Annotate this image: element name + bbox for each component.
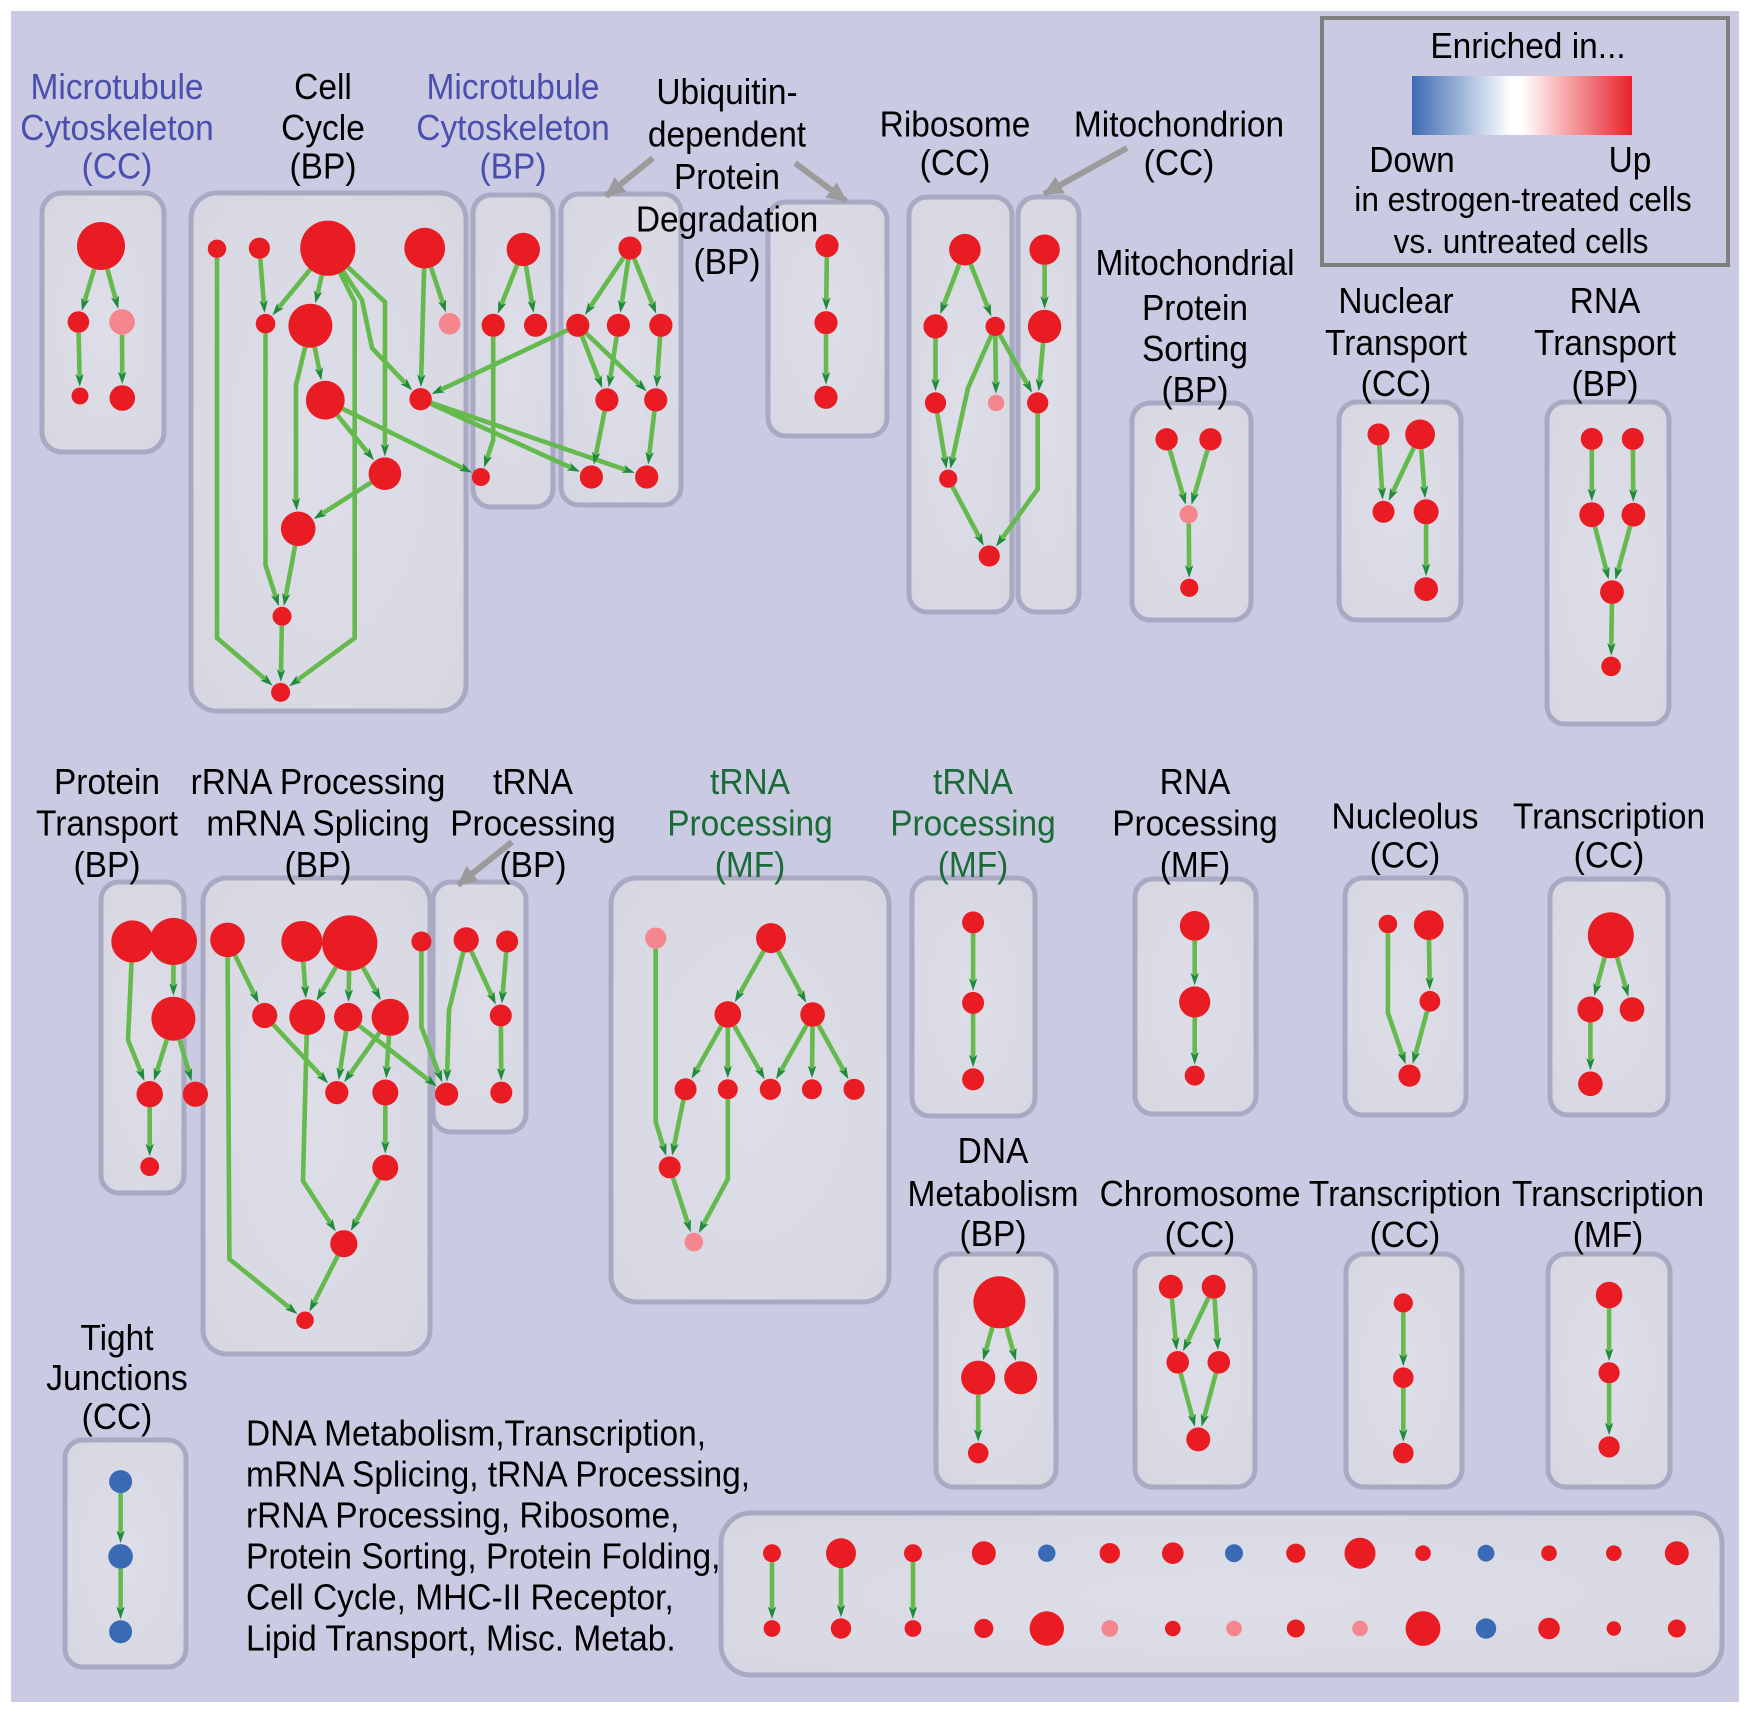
svg-text:Cell: Cell [294, 68, 352, 107]
svg-text:(BP): (BP) [960, 1215, 1027, 1254]
svg-text:Cytoskeleton: Cytoskeleton [416, 109, 609, 148]
svg-text:Protein Sorting, Protein Foldi: Protein Sorting, Protein Folding, [246, 1537, 720, 1576]
svg-text:Up: Up [1609, 141, 1652, 180]
svg-text:Cytoskeleton: Cytoskeleton [20, 109, 213, 148]
svg-text:Metabolism: Metabolism [907, 1175, 1078, 1214]
svg-text:Transcription: Transcription [1512, 1175, 1704, 1214]
svg-text:DNA Metabolism,Transcription,: DNA Metabolism,Transcription, [246, 1414, 706, 1453]
svg-text:Transcription: Transcription [1309, 1175, 1501, 1214]
svg-text:rRNA Processing: rRNA Processing [191, 763, 446, 802]
svg-text:(BP): (BP) [500, 846, 567, 885]
svg-text:Processing: Processing [1112, 804, 1278, 843]
svg-text:(CC): (CC) [82, 147, 153, 186]
svg-text:tRNA: tRNA [710, 763, 791, 802]
svg-text:(CC): (CC) [920, 144, 991, 183]
svg-text:(BP): (BP) [1572, 365, 1639, 404]
svg-text:Cycle: Cycle [281, 109, 365, 148]
svg-text:Degradation: Degradation [636, 200, 818, 239]
svg-text:(BP): (BP) [290, 147, 357, 186]
svg-text:(CC): (CC) [1144, 144, 1215, 183]
svg-text:(BP): (BP) [694, 243, 761, 282]
svg-text:Chromosome: Chromosome [1100, 1175, 1301, 1214]
svg-text:(CC): (CC) [1574, 836, 1645, 875]
svg-text:in estrogen-treated cells: in estrogen-treated cells [1354, 180, 1691, 218]
svg-text:(CC): (CC) [1361, 365, 1432, 404]
svg-text:mRNA Splicing: mRNA Splicing [206, 804, 429, 843]
svg-text:Processing: Processing [450, 804, 616, 843]
svg-text:(MF): (MF) [1573, 1216, 1644, 1255]
svg-text:Transcription: Transcription [1513, 797, 1705, 836]
svg-text:(BP): (BP) [1162, 371, 1229, 410]
svg-text:Enriched in...: Enriched in... [1430, 27, 1625, 66]
svg-text:RNA: RNA [1160, 763, 1231, 802]
svg-text:Nucleolus: Nucleolus [1332, 797, 1479, 836]
svg-text:Microtubule: Microtubule [31, 68, 204, 107]
svg-text:rRNA Processing, Ribosome,: rRNA Processing, Ribosome, [246, 1496, 679, 1535]
svg-text:Junctions: Junctions [46, 1359, 187, 1398]
svg-text:Ubiquitin-: Ubiquitin- [656, 73, 797, 112]
svg-text:(CC): (CC) [1370, 1216, 1441, 1255]
svg-text:tRNA: tRNA [933, 763, 1014, 802]
svg-text:Nuclear: Nuclear [1338, 282, 1453, 321]
svg-text:mRNA Splicing, tRNA Processing: mRNA Splicing, tRNA Processing, [246, 1455, 750, 1494]
svg-text:dependent: dependent [648, 115, 807, 154]
svg-text:Sorting: Sorting [1142, 330, 1248, 369]
svg-text:(CC): (CC) [82, 1398, 153, 1437]
svg-text:Cell Cycle, MHC-II Receptor,: Cell Cycle, MHC-II Receptor, [246, 1578, 674, 1617]
svg-text:Tight: Tight [80, 1319, 153, 1358]
svg-text:(BP): (BP) [285, 846, 352, 885]
svg-text:Microtubule: Microtubule [427, 68, 600, 107]
svg-text:Transport: Transport [1534, 324, 1676, 363]
svg-text:Lipid Transport, Misc. Metab.: Lipid Transport, Misc. Metab. [246, 1619, 676, 1658]
svg-text:(BP): (BP) [480, 147, 547, 186]
svg-text:Protein: Protein [1142, 289, 1248, 328]
svg-text:DNA: DNA [958, 1132, 1029, 1171]
svg-text:(CC): (CC) [1370, 836, 1441, 875]
svg-text:Protein: Protein [674, 158, 780, 197]
svg-text:Down: Down [1369, 141, 1455, 180]
svg-text:(MF): (MF) [938, 846, 1009, 885]
svg-text:Processing: Processing [667, 804, 833, 843]
svg-text:(BP): (BP) [74, 846, 141, 885]
svg-text:(MF): (MF) [1160, 846, 1231, 885]
svg-text:(CC): (CC) [1165, 1216, 1236, 1255]
svg-text:tRNA: tRNA [493, 763, 574, 802]
svg-text:Transport: Transport [36, 804, 178, 843]
svg-text:Protein: Protein [54, 763, 160, 802]
svg-text:Ribosome: Ribosome [880, 105, 1031, 144]
svg-text:(MF): (MF) [715, 846, 786, 885]
svg-text:Mitochondrial: Mitochondrial [1095, 244, 1294, 283]
svg-text:Mitochondrion: Mitochondrion [1074, 105, 1284, 144]
svg-text:Processing: Processing [890, 804, 1056, 843]
svg-text:Transport: Transport [1325, 324, 1467, 363]
svg-text:vs. untreated cells: vs. untreated cells [1394, 222, 1649, 260]
svg-text:RNA: RNA [1570, 282, 1641, 321]
